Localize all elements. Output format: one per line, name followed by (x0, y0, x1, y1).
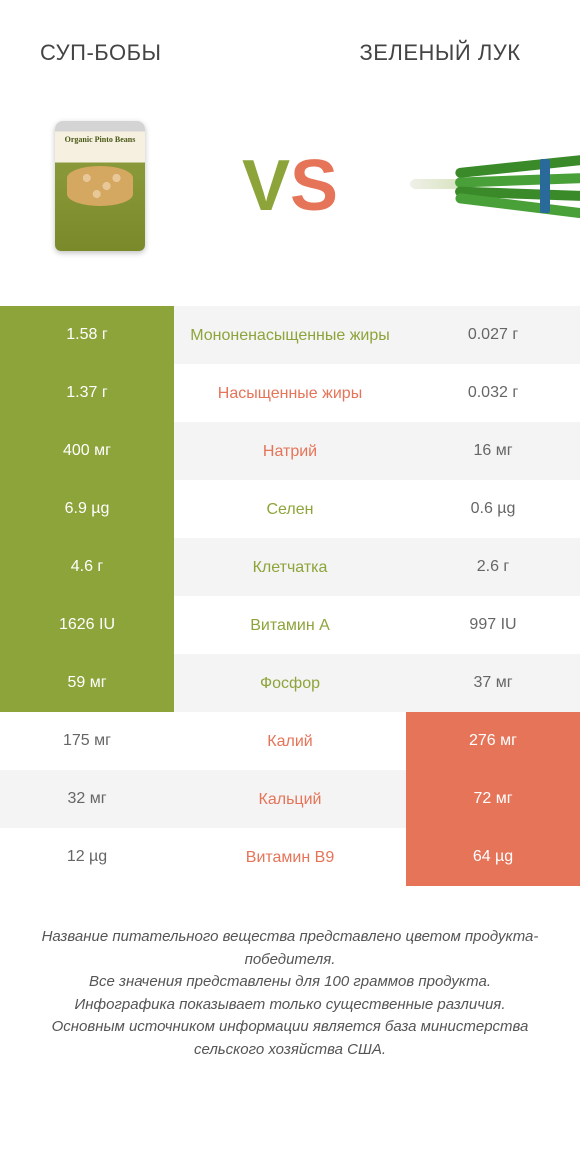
footer-line: Все значения представлены для 100 граммо… (30, 971, 550, 994)
vs-label: VS (242, 145, 338, 227)
cell-right-value: 72 мг (406, 770, 580, 828)
cell-nutrient-label: Насыщенные жиры (174, 364, 406, 422)
table-row: 4.6 гКлетчатка2.6 г (0, 538, 580, 596)
table-row: 6.9 µgСелен0.6 µg (0, 480, 580, 538)
cell-right-value: 64 µg (406, 828, 580, 886)
header: Суп-бобы Зеленый лук (0, 0, 580, 86)
can-icon (55, 121, 145, 251)
cell-left-value: 32 мг (0, 770, 174, 828)
product-left-title: Суп-бобы (40, 40, 240, 66)
cell-left-value: 12 µg (0, 828, 174, 886)
cell-left-value: 1.58 г (0, 306, 174, 364)
footer-line: Основным источником информации является … (30, 1016, 550, 1061)
cell-nutrient-label: Витамин A (174, 596, 406, 654)
vs-row: VS (0, 86, 580, 306)
cell-left-value: 4.6 г (0, 538, 174, 596)
cell-nutrient-label: Кальций (174, 770, 406, 828)
v-letter: V (242, 146, 290, 226)
comparison-table: 1.58 гМононенасыщенные жиры0.027 г1.37 г… (0, 306, 580, 886)
s-letter: S (290, 146, 338, 226)
table-row: 32 мгКальций72 мг (0, 770, 580, 828)
cell-left-value: 400 мг (0, 422, 174, 480)
footer-notes: Название питательного вещества представл… (0, 886, 580, 1081)
cell-left-value: 1.37 г (0, 364, 174, 422)
cell-nutrient-label: Фосфор (174, 654, 406, 712)
cell-nutrient-label: Селен (174, 480, 406, 538)
cell-right-value: 997 IU (406, 596, 580, 654)
product-right-image (410, 106, 550, 266)
footer-line: Инфографика показывает только существенн… (30, 994, 550, 1017)
scallion-icon (410, 151, 550, 221)
cell-right-value: 16 мг (406, 422, 580, 480)
footer-line: Название питательного вещества представл… (30, 926, 550, 971)
table-row: 400 мгНатрий16 мг (0, 422, 580, 480)
table-row: 1.58 гМононенасыщенные жиры0.027 г (0, 306, 580, 364)
cell-right-value: 0.032 г (406, 364, 580, 422)
cell-right-value: 0.027 г (406, 306, 580, 364)
cell-left-value: 59 мг (0, 654, 174, 712)
cell-left-value: 1626 IU (0, 596, 174, 654)
cell-right-value: 37 мг (406, 654, 580, 712)
cell-nutrient-label: Клетчатка (174, 538, 406, 596)
cell-right-value: 276 мг (406, 712, 580, 770)
table-row: 175 мгКалий276 мг (0, 712, 580, 770)
table-row: 59 мгФосфор37 мг (0, 654, 580, 712)
cell-nutrient-label: Натрий (174, 422, 406, 480)
table-row: 1.37 гНасыщенные жиры0.032 г (0, 364, 580, 422)
cell-left-value: 175 мг (0, 712, 174, 770)
cell-right-value: 0.6 µg (406, 480, 580, 538)
cell-left-value: 6.9 µg (0, 480, 174, 538)
table-row: 12 µgВитамин B964 µg (0, 828, 580, 886)
product-right-title: Зеленый лук (340, 40, 540, 66)
cell-nutrient-label: Мононенасыщенные жиры (174, 306, 406, 364)
table-row: 1626 IUВитамин A997 IU (0, 596, 580, 654)
cell-nutrient-label: Витамин B9 (174, 828, 406, 886)
product-left-image (30, 106, 170, 266)
cell-right-value: 2.6 г (406, 538, 580, 596)
cell-nutrient-label: Калий (174, 712, 406, 770)
